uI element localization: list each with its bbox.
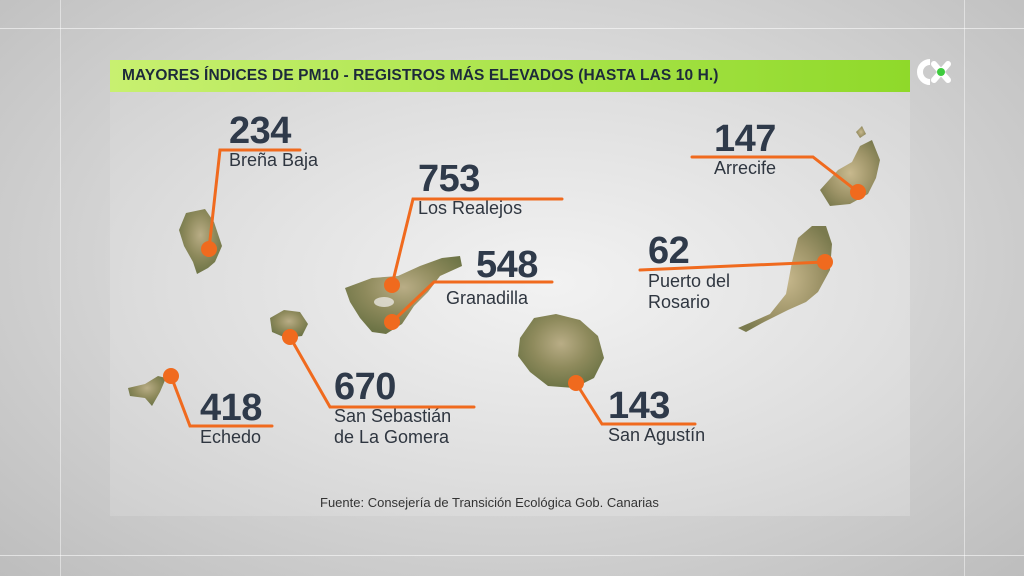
connector-granadilla (390, 280, 554, 324)
connector-san-agustin (574, 381, 697, 426)
station-name-line2: Rosario (648, 292, 711, 312)
marker-granadilla (384, 314, 400, 330)
station-name: Puerto del (648, 271, 731, 291)
pm10-value: 548 (476, 244, 538, 286)
connector-san-sebastian (288, 335, 476, 409)
station-name-granadilla: Granadilla (446, 288, 528, 309)
pm10-value: 670 (334, 366, 396, 408)
connector-arrecife (690, 155, 860, 194)
station-name: San Sebastián (334, 406, 452, 426)
marker-brena-baja (201, 241, 217, 257)
station-label-arrecife: 147 Arrecife (714, 120, 776, 179)
pm10-value: 147 (714, 118, 776, 160)
station-name: San Agustín (608, 425, 706, 445)
island-la-palma (179, 209, 222, 274)
marker-puerto-rosario (817, 254, 833, 270)
station-name: Breña Baja (229, 150, 319, 170)
pm10-value: 143 (608, 385, 670, 427)
marker-arrecife (850, 184, 866, 200)
station-name-line2: de La Gomera (334, 427, 450, 447)
station-label-san-agustin: 143 San Agustín (608, 387, 705, 446)
station-label-los-realejos: 753 Los Realejos (418, 160, 522, 219)
island-el-hierro (128, 376, 166, 406)
title-bar (110, 60, 910, 92)
marker-los-realejos (384, 277, 400, 293)
station-label-echedo: 418 Echedo (200, 389, 262, 448)
map-panel (110, 92, 910, 516)
source-caption: Fuente: Consejería de Transición Ecológi… (320, 495, 659, 510)
pm10-value: 753 (418, 158, 480, 200)
station-label-puerto-rosario: 62 Puerto del Rosario (648, 232, 730, 313)
connector-los-realejos (390, 197, 564, 287)
connector-puerto-rosario (638, 260, 827, 272)
teide-crater (374, 297, 394, 307)
marker-san-sebastian (282, 329, 298, 345)
pm10-value: 234 (229, 110, 291, 152)
background-grid-line (0, 28, 1024, 29)
pm10-value: 62 (648, 230, 690, 272)
island-lanzarote (820, 140, 880, 206)
page-title: MAYORES ÍNDICES DE PM10 - REGISTROS MÁS … (122, 67, 719, 84)
island-gran-canaria (518, 314, 604, 388)
pm10-value: 418 (200, 387, 262, 429)
marker-echedo (163, 368, 179, 384)
station-name: Arrecife (714, 158, 777, 178)
channel-logo-icon (917, 59, 951, 85)
station-label-san-sebastian: 670 San Sebastián de La Gomera (334, 368, 451, 448)
island-la-graciosa (856, 126, 866, 138)
station-name: Echedo (200, 427, 262, 447)
background-grid-line (964, 0, 965, 576)
island-fuerteventura (738, 226, 832, 332)
background-grid-line (60, 0, 61, 576)
island-la-gomera (270, 310, 308, 338)
station-label-brena-baja: 234 Breña Baja (229, 112, 318, 171)
station-name: Los Realejos (418, 198, 523, 218)
connector-echedo (169, 374, 274, 428)
island-tenerife (345, 256, 462, 334)
marker-san-agustin (568, 375, 584, 391)
station-name: Granadilla (446, 288, 529, 308)
station-label-granadilla: 548 (476, 246, 538, 284)
connector-brena-baja (207, 148, 302, 251)
background-grid-line (0, 555, 1024, 556)
